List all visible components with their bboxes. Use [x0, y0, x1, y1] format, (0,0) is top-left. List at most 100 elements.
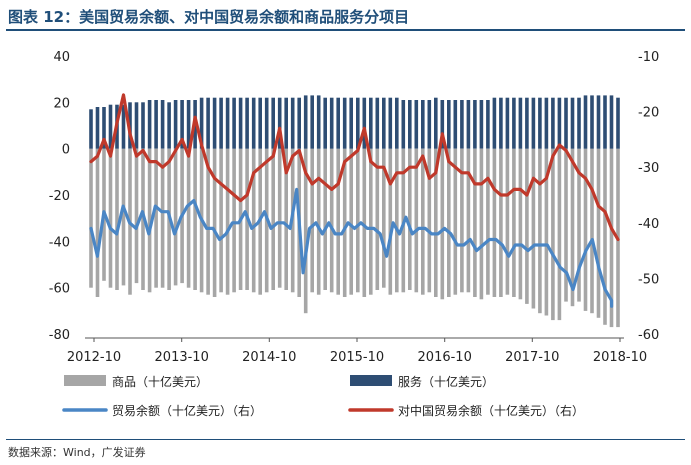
- goods-bar: [336, 148, 340, 295]
- services-bar: [271, 97, 275, 149]
- goods-bar: [609, 148, 614, 328]
- services-bar: [290, 97, 295, 149]
- services-bar: [212, 97, 217, 149]
- x-tick-label: 2014-10: [242, 350, 296, 365]
- services-bar: [369, 97, 373, 149]
- services-bar: [342, 97, 347, 149]
- goods-bar: [173, 148, 178, 286]
- goods-bar: [388, 148, 393, 295]
- services-bar: [310, 95, 314, 149]
- services-bar: [225, 97, 230, 149]
- y-left-tick-label: -40: [49, 235, 70, 250]
- services-bar: [173, 100, 178, 149]
- services-bar: [518, 97, 523, 149]
- services-bar: [375, 97, 380, 149]
- services-bar: [479, 100, 484, 149]
- services-bar: [251, 97, 256, 149]
- services-bar: [336, 97, 340, 149]
- services-bar: [421, 100, 425, 149]
- goods-bar: [316, 148, 321, 295]
- goods-bar: [277, 148, 282, 288]
- services-bar: [408, 100, 412, 149]
- figure-title: 图表 12：美国贸易余额、对中国贸易余额和商品服务分项目: [8, 8, 410, 26]
- goods-bar: [538, 148, 542, 314]
- y-right-tick-label: -60: [638, 328, 659, 343]
- services-bar: [395, 97, 399, 149]
- services-bar: [388, 97, 393, 149]
- trade-balance-line: [89, 187, 614, 308]
- services-bar: [447, 100, 451, 149]
- services-bar: [134, 102, 139, 149]
- services-bar: [505, 97, 510, 149]
- goods-bar: [89, 148, 93, 288]
- goods-bar: [577, 148, 581, 302]
- services-bar: [167, 102, 171, 149]
- goods-bar: [395, 148, 399, 293]
- goods-bar: [466, 148, 471, 293]
- legend-swatch: [64, 375, 106, 386]
- x-tick-label: 2017-10: [505, 350, 559, 365]
- services-bar: [460, 100, 464, 149]
- services-bar: [219, 97, 223, 149]
- x-tick-label: 2012-10: [67, 350, 121, 365]
- goods-bar: [531, 148, 536, 309]
- goods-bar: [486, 148, 490, 295]
- goods-bar: [121, 148, 126, 286]
- services-bar: [525, 97, 529, 149]
- y-left-tick-label: -20: [49, 189, 70, 204]
- services-bar: [95, 107, 100, 149]
- services-bar: [603, 95, 607, 149]
- services-bar: [232, 97, 236, 149]
- goods-bar: [570, 148, 575, 307]
- goods-bar: [440, 148, 445, 300]
- services-bar: [486, 100, 490, 149]
- y-right-tick-label: -20: [638, 106, 659, 121]
- goods-bar: [408, 148, 412, 290]
- services-bar: [609, 95, 614, 149]
- services-bar: [583, 95, 588, 149]
- services-bar: [316, 95, 321, 149]
- services-bar: [453, 100, 458, 149]
- services-bar: [108, 104, 113, 149]
- goods-bar: [460, 148, 464, 293]
- y-left-tick-label: 20: [53, 96, 70, 111]
- y-right-tick-label: -30: [638, 161, 659, 176]
- legend-label: 对中国贸易余额（十亿美元）（右）: [398, 403, 584, 418]
- services-bar: [473, 100, 477, 149]
- goods-bar: [525, 148, 529, 304]
- services-bar: [160, 100, 165, 149]
- services-bar: [180, 100, 184, 149]
- services-bar: [590, 95, 594, 149]
- goods-bar: [479, 148, 484, 300]
- goods-bar: [310, 148, 314, 293]
- goods-bar: [225, 148, 230, 295]
- services-bar: [349, 97, 353, 149]
- services-bar: [616, 97, 620, 149]
- y-right-tick-label: -10: [638, 50, 659, 65]
- services-bar: [264, 97, 269, 149]
- goods-bar: [473, 148, 477, 297]
- services-bar: [544, 97, 549, 149]
- goods-bar: [492, 148, 497, 297]
- title-rule: [6, 29, 685, 31]
- x-tick-label: 2018-10: [593, 350, 647, 365]
- goods-bar: [323, 148, 327, 290]
- services-bar: [382, 97, 386, 149]
- goods-bar: [453, 148, 458, 295]
- goods-bar: [115, 148, 119, 290]
- goods-bar: [583, 148, 588, 311]
- goods-bar: [603, 148, 607, 325]
- services-bar: [362, 97, 367, 149]
- goods-bar: [427, 148, 432, 293]
- goods-bar: [414, 148, 419, 293]
- goods-bar: [447, 148, 451, 297]
- goods-bar: [557, 148, 562, 321]
- services-bar: [186, 100, 191, 149]
- goods-bar: [596, 148, 601, 318]
- services-bar: [284, 97, 288, 149]
- legend-group: 商品（十亿美元） 服务（十亿美元） 贸易余额（十亿美元）（右） 对中国贸易余额（十亿美…: [62, 374, 584, 418]
- legend-label: 商品（十亿美元）: [112, 374, 208, 389]
- goods-bar: [134, 148, 139, 284]
